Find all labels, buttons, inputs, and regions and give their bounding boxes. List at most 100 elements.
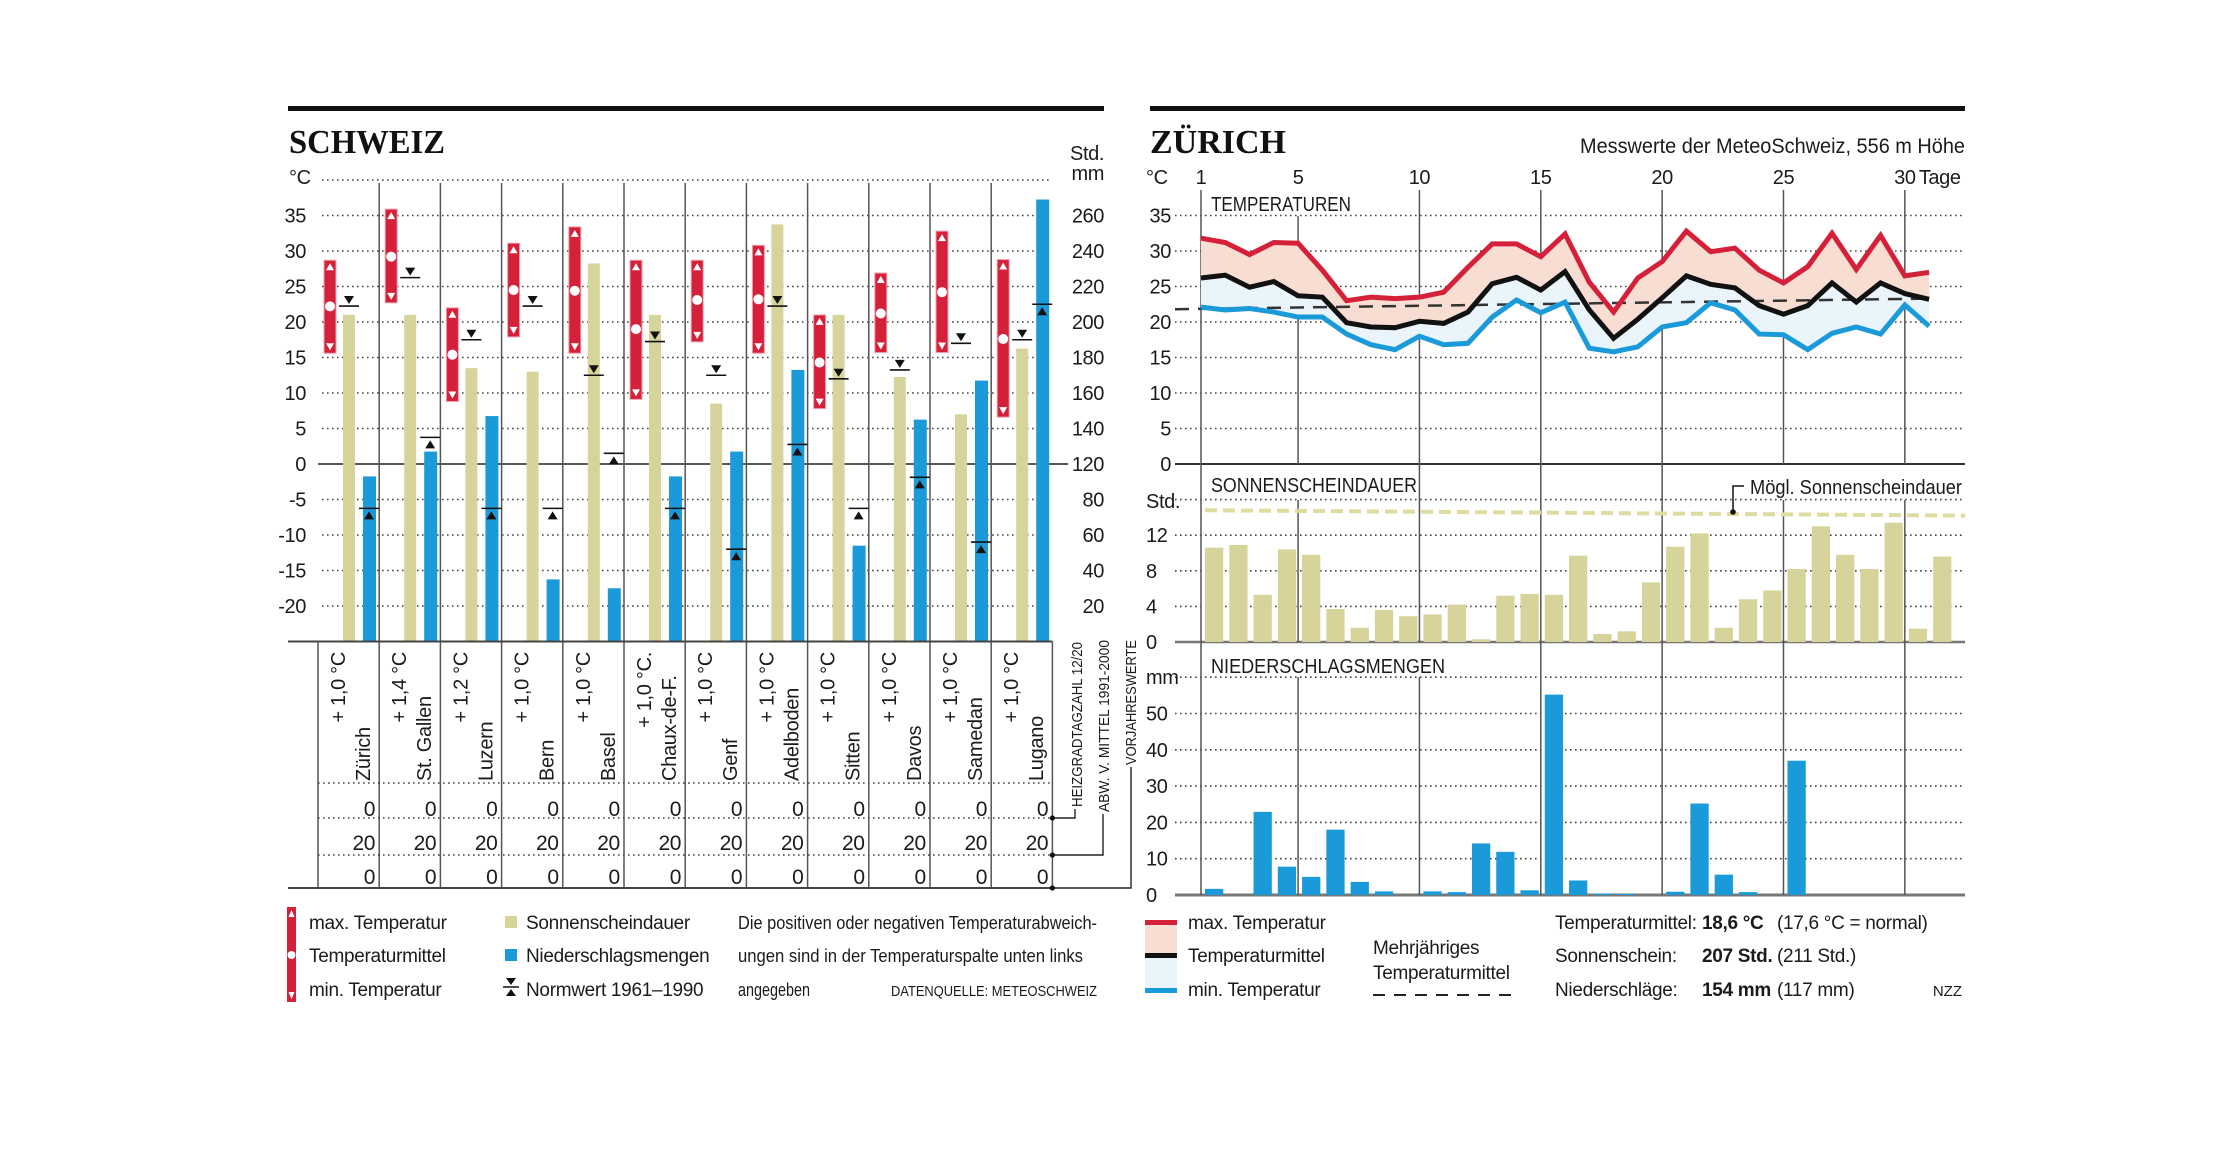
table-cell: 0 — [425, 798, 436, 821]
table-cell: 0 — [547, 866, 558, 889]
sunshine-tick-label: 12 — [1146, 525, 1168, 547]
precipitation-bar — [1277, 866, 1297, 895]
max-temp-marker — [326, 263, 334, 271]
precipitation-tick-label: 10 — [1146, 849, 1168, 871]
precipitation-bar — [1593, 893, 1612, 895]
min-temp-marker — [326, 343, 334, 351]
min-temp-marker — [938, 342, 946, 350]
mean-temp-marker — [569, 285, 580, 296]
sunshine-bar — [955, 414, 967, 642]
precipitation-normal-marker — [792, 447, 803, 456]
precipitation-normal-marker — [608, 456, 619, 465]
sunshine-normal-marker — [344, 296, 354, 305]
max-temp-marker — [938, 234, 946, 242]
precipitation-bar — [363, 476, 376, 642]
y-tick-label-right: 260 — [1072, 206, 1104, 228]
sunshine-bar — [343, 314, 355, 642]
station-name: Zürich — [353, 727, 375, 781]
precipitation-bar — [1617, 893, 1636, 895]
precipitation-normal-marker — [1037, 307, 1048, 316]
sunshine-normal-marker — [956, 333, 966, 342]
sunshine-bar — [1471, 639, 1491, 642]
sunshine-swatch-icon — [505, 916, 517, 928]
table-cell: 20 — [1026, 832, 1049, 855]
y-tick-label-left: 5 — [295, 419, 306, 441]
min-temp-line — [1200, 297, 1931, 355]
schweiz-legend: max. Temperatur Temperaturmittel min. Te… — [287, 907, 1097, 1002]
precipitation-bar — [1350, 881, 1369, 895]
triangle-up-icon — [288, 910, 295, 917]
table-cell: 20 — [414, 832, 437, 855]
table-row-label: VORJAHRESWERTE — [1123, 640, 1140, 765]
table-cell: 20 — [903, 832, 926, 855]
precipitation-bar — [1374, 891, 1394, 895]
min-temp-marker — [876, 342, 885, 350]
y-tick-label-left: 30 — [285, 241, 307, 263]
temperature-deviation: + 1,0 °C. — [634, 652, 656, 728]
precipitation-bar — [975, 380, 988, 642]
sunshine-bar — [1496, 595, 1515, 642]
precipitation-bar — [1471, 843, 1491, 895]
table-cell: 0 — [853, 866, 864, 889]
table-cell: 20 — [964, 832, 987, 855]
table-cell: 0 — [670, 866, 681, 889]
mean-temp-marker — [447, 349, 458, 360]
section-label-temperature: TEMPERATUREN — [1211, 194, 1351, 216]
mean-temp-marker — [386, 251, 397, 262]
max-temp-marker — [999, 262, 1008, 270]
y-tick-label-left: -20 — [278, 596, 306, 618]
note-line-2: ungen sind in der Temperaturspalte unten… — [738, 946, 1083, 966]
y-tick-label-left: 15 — [285, 348, 307, 370]
temp-tick-label: 10 — [1150, 383, 1172, 405]
table-cell: 0 — [853, 798, 864, 821]
precipitation-bar — [1496, 851, 1515, 895]
temperature-deviation: + 1,0 °C — [879, 652, 901, 723]
row-label-connector — [1052, 809, 1076, 819]
precipitation-tick-label: 40 — [1146, 740, 1168, 762]
sunshine-bar — [1447, 604, 1466, 642]
row-label-connector — [1052, 814, 1104, 856]
sunshine-bar — [1836, 554, 1855, 642]
temp-tick-label: 5 — [1160, 419, 1171, 441]
day-tick-label: 20 — [1651, 167, 1673, 189]
temperature-deviation: + 1,0 °C — [573, 652, 595, 723]
precipitation-normal-marker — [976, 545, 986, 554]
precipitation-bar — [1447, 892, 1466, 895]
temperature-deviation: + 1,0 °C — [756, 652, 778, 723]
precipitation-bar — [669, 476, 682, 642]
sunshine-bar — [465, 368, 478, 642]
sunshine-normal-marker — [650, 331, 660, 340]
sunshine-normal-marker — [833, 368, 844, 377]
mean-temp-marker — [753, 294, 764, 305]
table-row-label: HEIZGRADTAGZAHL 12/20 — [1069, 642, 1086, 807]
table-cell: 0 — [486, 866, 497, 889]
day-tick-label: 10 — [1409, 167, 1431, 189]
sunshine-tick-label: 8 — [1146, 561, 1157, 583]
section-label-precipitation: NIEDERSCHLAGSMENGEN — [1211, 656, 1445, 678]
warm-band-area — [1201, 231, 1930, 339]
y-tick-label-left: 0 — [295, 454, 306, 476]
sunshine-unit-label: Std. — [1146, 491, 1180, 513]
row-label-connector-dot — [1049, 852, 1055, 858]
precipitation-bar — [1423, 891, 1442, 895]
legend-min-temp-label: min. Temperatur — [1188, 980, 1321, 1001]
sunshine-bar — [1666, 546, 1685, 642]
table-cell: 0 — [731, 866, 742, 889]
table-cell: 0 — [609, 866, 620, 889]
max-temp-marker — [387, 212, 396, 220]
schweiz-top-rule — [288, 106, 1104, 111]
table-cell: 0 — [976, 798, 987, 821]
sunshine-bar — [404, 314, 417, 642]
legend-max-temp-label: max. Temperatur — [1188, 913, 1327, 934]
table-cell: 20 — [597, 832, 620, 855]
mean-temp-marker — [937, 287, 947, 298]
precipitation-tick-label: 20 — [1146, 812, 1168, 834]
temperature-deviation: + 1,0 °C — [1001, 652, 1023, 723]
long-term-mean-line — [1174, 297, 1930, 311]
table-cell: 20 — [536, 832, 559, 855]
precipitation-normal-marker — [853, 511, 864, 520]
schweiz-unit-mm: mm — [1071, 163, 1104, 185]
